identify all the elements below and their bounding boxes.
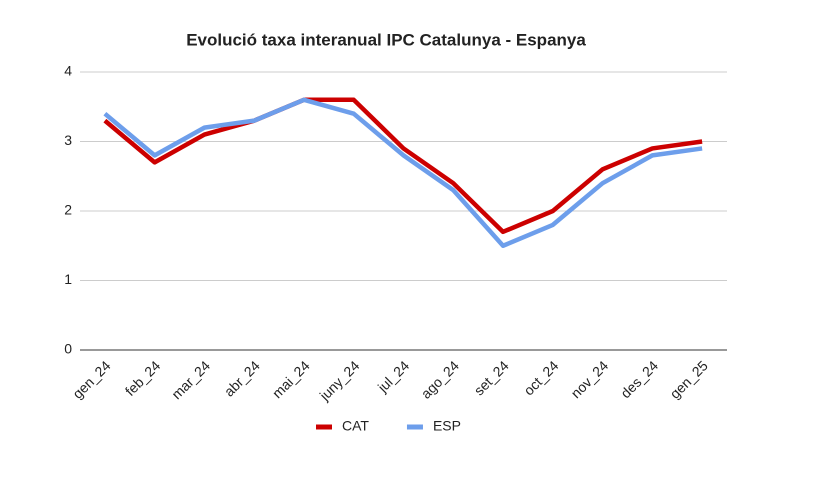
y-tick-label: 1 xyxy=(64,271,72,287)
chart-title: Evolució taxa interanual IPC Catalunya -… xyxy=(186,30,586,49)
y-tick-label: 3 xyxy=(64,132,72,148)
line-series xyxy=(103,97,703,235)
legend-label: CAT xyxy=(342,418,369,434)
line-series xyxy=(103,97,703,248)
y-tick-label: 2 xyxy=(64,202,72,218)
y-tick-label: 4 xyxy=(64,63,72,79)
y-tick-label: 0 xyxy=(64,341,72,357)
legend-label: ESP xyxy=(433,418,461,434)
